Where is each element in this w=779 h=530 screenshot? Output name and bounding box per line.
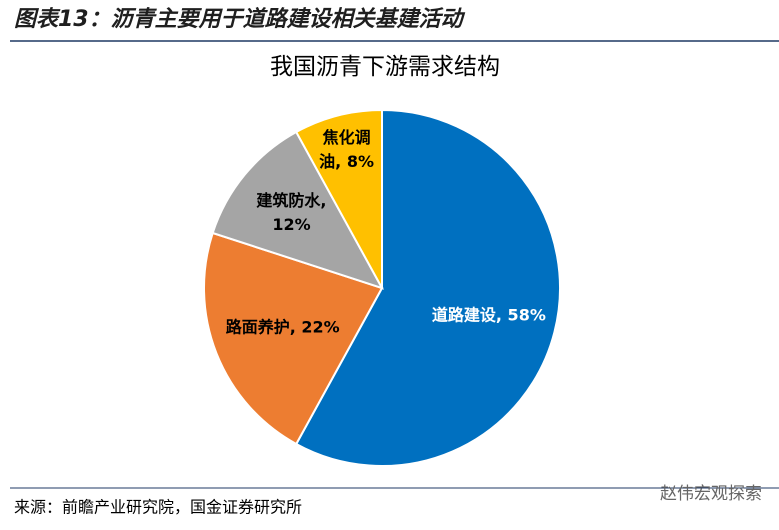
pie: 道路建设, 58% 路面养护, 22% 建筑防水, 12% 焦化调油, 8% — [203, 108, 561, 467]
data-label: 道路建设, 58% — [432, 305, 546, 324]
pie-slice — [211, 130, 385, 290]
data-label-line: 12% — [272, 215, 310, 234]
pie-slice — [203, 231, 384, 446]
pie-slice — [294, 108, 383, 289]
data-label: 路面养护, 22% — [226, 317, 340, 336]
data-label: 焦化调油, 8% — [319, 128, 374, 171]
data-label-line: 建筑防水, — [256, 191, 326, 210]
pie-slice — [294, 108, 561, 467]
watermark: 赵伟宏观探索 — [660, 484, 762, 504]
data-label-line: 焦化调 — [322, 128, 371, 147]
data-label: 建筑防水, 12% — [256, 191, 326, 234]
data-label-line: 道路建设, 58% — [432, 305, 546, 324]
source: 来源：前瞻产业研究院，国金证券研究所 — [14, 498, 302, 517]
data-label-line: 油, 8% — [319, 152, 374, 171]
chart-title: 我国沥青下游需求结构 — [270, 54, 500, 80]
page-title: 图表13：沥青主要用于道路建设相关基建活动 — [14, 6, 466, 32]
data-label-line: 路面养护, 22% — [226, 317, 340, 336]
